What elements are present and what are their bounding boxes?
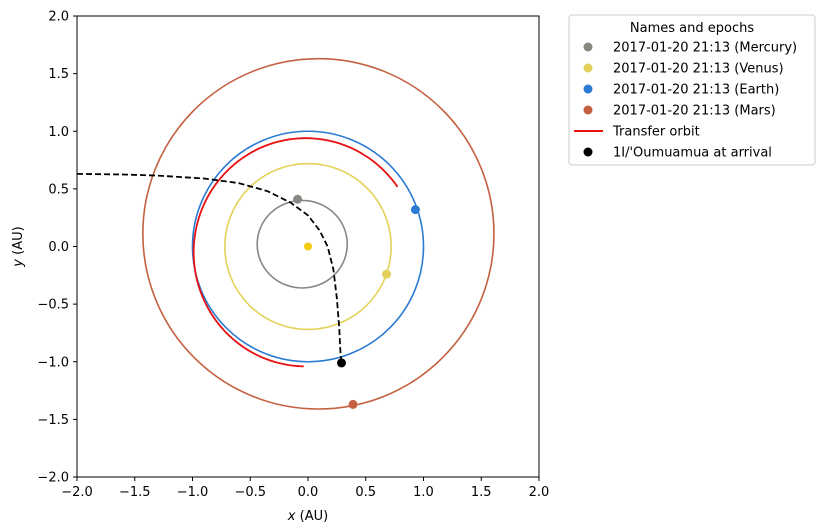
planet-point-mars [348,399,358,409]
oumuamua-trajectory-line [77,172,343,363]
legend-entry-label: Transfer orbit [612,125,700,140]
y-tick-label: −1.5 [37,413,69,428]
oumuamua-arrival-point [336,358,346,368]
legend-title: Names and epochs [630,21,754,36]
legend-marker [583,63,593,73]
series-group [77,57,495,410]
x-axis-label-var: x [287,509,296,524]
x-tick-label: 1.0 [413,485,434,500]
orbit-venus [224,162,392,331]
legend-entry-label: 2017-01-20 21:13 (Venus) [613,62,784,77]
legend-entry-label: 2017-01-20 21:13 (Earth) [613,83,779,98]
x-axis-label-unit: (AU) [300,509,329,524]
planet-point-earth [410,205,420,215]
x-tick-label: −1.0 [177,485,209,500]
planet-point-venus [382,269,392,279]
sun-point [304,242,312,251]
x-tick-label: −2.0 [61,485,93,500]
y-tick-label: 0.5 [48,182,69,197]
legend-marker [583,42,593,52]
y-tick-label: 2.0 [48,10,69,25]
y-tick-label: 1.5 [48,67,69,82]
orbit-mercury [256,199,349,289]
y-tick-label: 0.0 [48,240,69,255]
legend-marker [583,105,593,115]
y-tick-label: −0.5 [37,298,69,313]
y-tick-label: −1.0 [37,355,69,370]
orbit-mars [142,57,495,410]
y-tick-label: 1.0 [48,125,69,140]
legend-marker [583,147,593,157]
x-tick-label: −1.5 [119,485,151,500]
legend-box [568,14,816,166]
planet-point-mercury [293,194,303,204]
x-tick-label: 0.5 [355,485,376,500]
x-tick-label: 1.5 [471,485,492,500]
y-axis-label-var: y [11,259,26,268]
plot-area [77,57,495,410]
legend: Names and epochs 2017-01-20 21:13 (Mercu… [568,14,816,166]
x-tick-label: 0.0 [298,485,319,500]
legend-entry-label: 2017-01-20 21:13 (Mercury) [613,41,797,56]
axes: −2.0 −1.5 −1.0 −0.5 0.0 0.5 1.0 1.5 2.0 −2.0 −1.5 −… [37,10,549,501]
transfer-orbit-line [192,137,399,368]
legend-entry-label: 1I/'Oumuamua at arrival [613,146,772,161]
legend-entry-label: 2017-01-20 21:13 (Mars) [613,104,776,119]
y-axis-label-unit: (AU) [11,226,26,255]
legend-marker [583,84,593,94]
orbit-earth [191,130,425,363]
y-tick-label: −2.0 [37,471,69,486]
x-tick-label: 2.0 [529,485,550,500]
x-axis-label: x (AU) [287,509,328,524]
x-tick-label: −0.5 [234,485,266,500]
y-axis-label: y (AU) [11,226,26,267]
